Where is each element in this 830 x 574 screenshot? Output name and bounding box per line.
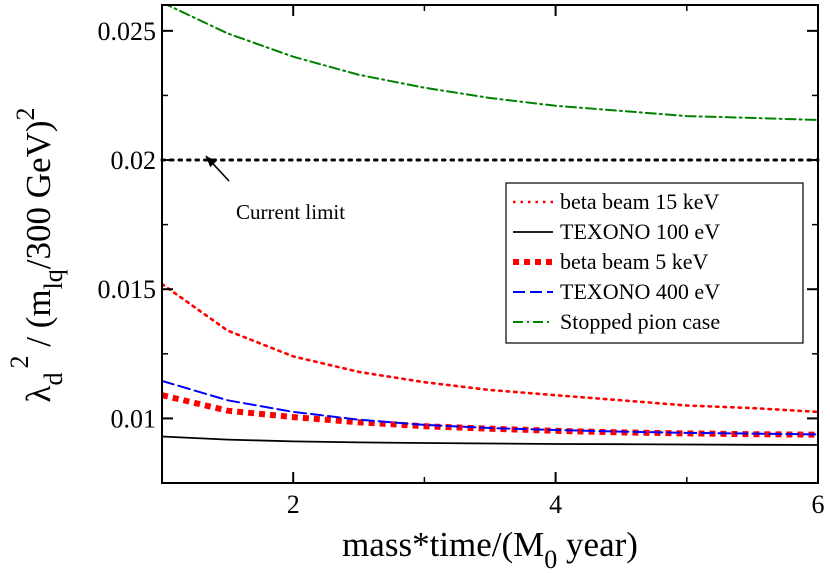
- legend-label: beta beam 15 keV: [560, 189, 720, 214]
- y-tick-label: 0.025: [98, 17, 157, 46]
- annotation-text: Current limit: [236, 200, 345, 224]
- legend: beta beam 15 keV TEXONO 100 eV beta beam 5…: [505, 182, 804, 344]
- annotation-layer: Current limit: [205, 155, 345, 224]
- series-line-4: [162, 379, 818, 436]
- legend-label: TEXONO 400 eV: [560, 279, 720, 304]
- series-layer: [162, 5, 818, 446]
- y-tick-label: 0.01: [111, 404, 157, 433]
- series-line-2: [162, 435, 818, 446]
- series-line-5: [165, 5, 818, 121]
- legend-label: Stopped pion case: [560, 309, 720, 334]
- legend-label: beta beam 5 keV: [560, 249, 709, 274]
- ticks-layer: 2 4 6 0.01 0.015 0.02 0.025: [98, 5, 825, 519]
- y-axis-label: λd2 / (mlq/300 GeV)2: [5, 107, 68, 402]
- x-tick-label: 4: [549, 490, 562, 519]
- y-tick-label: 0.015: [98, 275, 157, 304]
- plot-frame: [161, 4, 819, 484]
- series-line-1: [162, 282, 818, 414]
- x-axis-label: mass*time/(M0 year): [342, 525, 638, 574]
- legend-box: [505, 182, 804, 344]
- y-tick-label: 0.02: [111, 146, 157, 175]
- legend-label: TEXONO 100 eV: [560, 219, 720, 244]
- annotation-arrowhead: [205, 156, 217, 168]
- x-tick-label: 6: [812, 490, 825, 519]
- x-tick-label: 2: [287, 490, 300, 519]
